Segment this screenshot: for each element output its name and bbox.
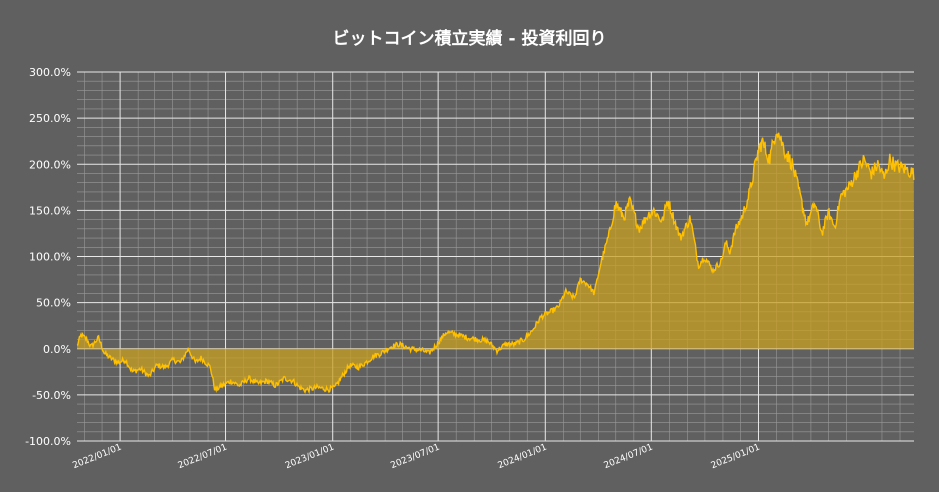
x-tick-label: 2023/01/01: [284, 443, 336, 472]
x-tick-label: 2023/07/01: [389, 443, 441, 472]
y-tick-label: 100.0%: [29, 251, 71, 264]
y-tick-label: -100.0%: [25, 435, 71, 448]
x-tick-label: 2022/01/01: [71, 443, 123, 472]
y-tick-label: 0.0%: [43, 343, 71, 356]
x-tick-label: 2022/07/01: [177, 443, 229, 472]
x-axis-ticks: 2022/01/01 2022/07/01 2023/01/01 2023/07/01…: [71, 443, 761, 472]
y-tick-label: 150.0%: [29, 204, 71, 217]
y-tick-label: 250.0%: [29, 112, 71, 125]
y-axis-ticks: 300.0% 250.0% 200.0% 150.0% 100.0% 50.0% 0.0% -…: [25, 66, 71, 448]
x-tick-label: 2024/01/01: [497, 443, 549, 472]
x-tick-label: 2025/01/01: [710, 443, 762, 472]
x-tick-label: 2024/07/01: [603, 443, 655, 472]
return-line: [76, 132, 915, 395]
return-area-fill: [77, 132, 914, 393]
chart-title: ビットコイン積立実績 - 投資利回り: [332, 29, 607, 49]
y-tick-label: 200.0%: [29, 158, 71, 171]
y-tick-label: -50.0%: [32, 389, 71, 402]
y-tick-label: 50.0%: [36, 297, 71, 310]
y-tick-label: 300.0%: [29, 66, 71, 79]
